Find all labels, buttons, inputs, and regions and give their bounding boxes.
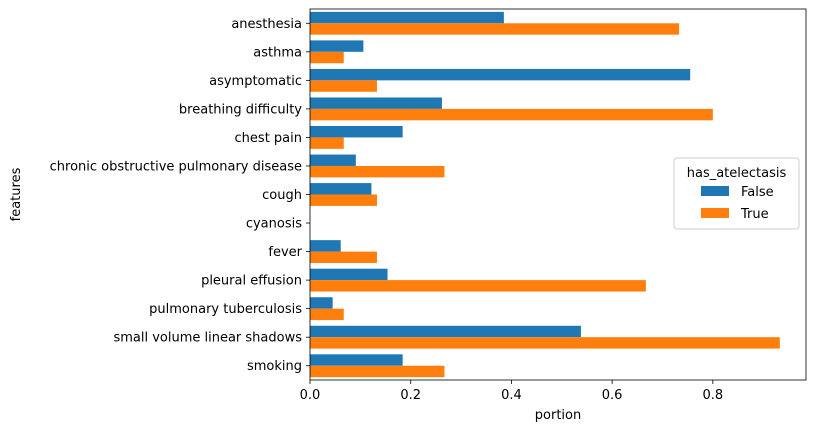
bar-true-0 xyxy=(310,23,680,35)
x-tick-label: 0.4 xyxy=(501,388,522,403)
y-tick-label: cough xyxy=(262,188,302,203)
legend-swatch-false xyxy=(701,186,729,196)
bar-false-3 xyxy=(310,97,442,109)
x-axis-label: portion xyxy=(535,408,581,423)
bar-true-11 xyxy=(310,337,780,349)
bar-true-5 xyxy=(310,165,445,178)
y-tick-label: cyanosis xyxy=(246,217,302,232)
x-tick-label: 0.2 xyxy=(400,388,421,403)
bar-true-6 xyxy=(310,194,377,206)
bar-false-6 xyxy=(310,183,372,195)
bar-false-12 xyxy=(310,354,403,366)
legend: has_atelectasis False True xyxy=(673,157,800,230)
y-tick-label: chest pain xyxy=(235,131,302,146)
bar-true-4 xyxy=(310,137,344,149)
bar-false-11 xyxy=(310,325,581,338)
bar-false-2 xyxy=(310,68,691,81)
bar-true-1 xyxy=(310,51,344,64)
legend-label-false: False xyxy=(741,185,774,200)
legend-label-true: True xyxy=(740,207,769,222)
bar-true-10 xyxy=(310,308,344,321)
bar-true-8 xyxy=(310,251,377,263)
bar-false-5 xyxy=(310,154,356,166)
y-tick-label: fever xyxy=(268,245,302,260)
y-axis-label: features xyxy=(9,167,24,221)
bar-false-9 xyxy=(310,268,388,281)
legend-swatch-true xyxy=(701,208,729,218)
y-tick-label: anesthesia xyxy=(231,17,302,32)
x-tick-label: 0.6 xyxy=(602,388,623,403)
y-tick-label: smoking xyxy=(247,359,302,374)
x-axis-ticks: 0.0 0.2 0.4 0.6 0.8 xyxy=(300,380,723,403)
bar-false-0 xyxy=(310,11,504,24)
x-tick-label: 0.8 xyxy=(702,388,723,403)
bar-false-4 xyxy=(310,126,403,138)
y-tick-label: asthma xyxy=(253,45,302,60)
bar-false-1 xyxy=(310,40,364,52)
legend-title: has_atelectasis xyxy=(687,166,787,181)
y-axis-ticks: anesthesia asthma asymptomatic breathing di… xyxy=(50,17,310,374)
y-tick-label: breathing difficulty xyxy=(179,102,302,117)
bar-true-9 xyxy=(310,280,646,292)
x-tick-label: 0.0 xyxy=(300,388,321,403)
bar-true-12 xyxy=(310,365,445,378)
y-tick-label: pulmonary tuberculosis xyxy=(149,302,302,317)
y-tick-label: pleural effusion xyxy=(201,274,302,289)
bar-true-2 xyxy=(310,80,377,92)
y-tick-label: chronic obstructive pulmonary disease xyxy=(50,159,302,174)
bars-group xyxy=(310,11,780,378)
bar-false-8 xyxy=(310,240,341,252)
bar-false-10 xyxy=(310,297,333,309)
plot-frame xyxy=(309,8,807,381)
y-tick-label: asymptomatic xyxy=(209,74,302,89)
bar-true-3 xyxy=(310,108,713,121)
y-tick-label: small volume linear shadows xyxy=(113,331,302,346)
